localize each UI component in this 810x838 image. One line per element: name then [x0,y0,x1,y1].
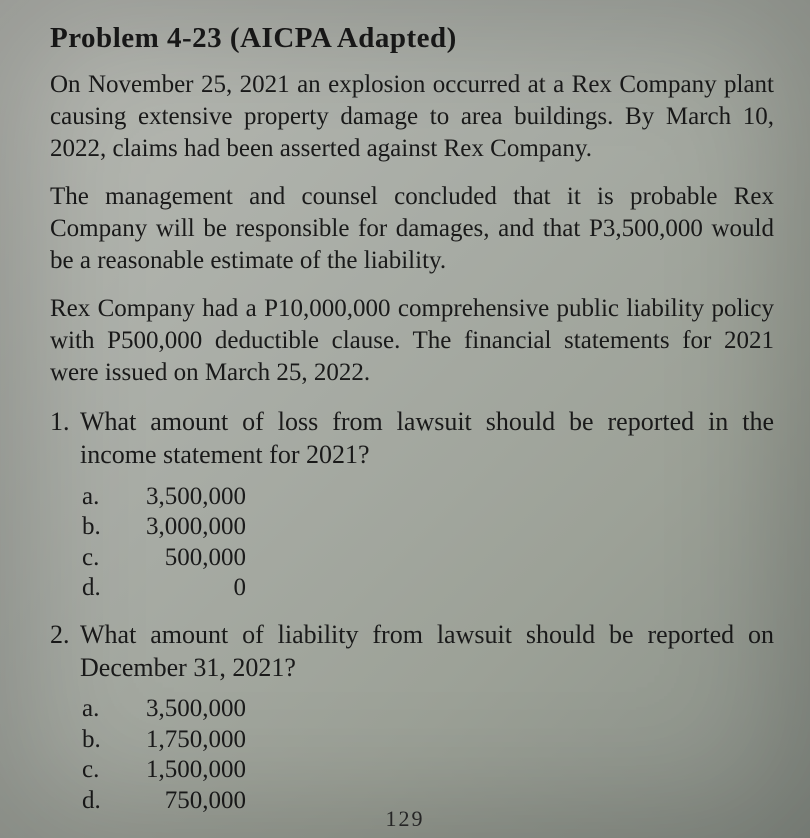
question: 2. What amount of liability from lawsuit… [50,618,774,817]
choice-letter: c. [82,755,116,786]
paragraph: The management and counsel concluded tha… [50,181,774,277]
question: 1. What amount of loss from lawsuit shou… [50,405,774,604]
choice-value: 0 [116,573,246,604]
choice-value: 3,500,000 [116,694,246,725]
question-number: 1. [50,405,80,472]
page-number: 129 [0,806,810,832]
choice-letter: a. [82,694,116,725]
choice-letter: b. [82,725,116,756]
choice: a. 3,500,000 [82,482,774,513]
choice-letter: a. [82,482,116,513]
choice-list: a. 3,500,000 b. 1,750,000 c. 1,500,000 d… [82,694,774,816]
choice-value: 3,500,000 [116,482,246,513]
choice-value: 1,750,000 [116,725,246,756]
page-content: Problem 4-23 (AICPA Adapted) On November… [0,0,810,838]
choice: d. 0 [82,573,774,604]
question-text: What amount of loss from lawsuit should … [80,405,774,472]
problem-title: Problem 4-23 (AICPA Adapted) [50,22,774,55]
choice-list: a. 3,500,000 b. 3,000,000 c. 500,000 d. … [82,482,774,604]
choice: b. 3,000,000 [82,512,774,543]
choice: a. 3,500,000 [82,694,774,725]
choice-value: 500,000 [116,543,246,574]
choice-letter: b. [82,512,116,543]
paragraph: Rex Company had a P10,000,000 comprehens… [50,293,774,389]
question-stem: 2. What amount of liability from lawsuit… [50,618,774,685]
choice: b. 1,750,000 [82,725,774,756]
choice-value: 1,500,000 [116,755,246,786]
question-number: 2. [50,618,80,685]
question-text: What amount of liability from lawsuit sh… [80,618,774,685]
choice-letter: d. [82,573,116,604]
choice-letter: c. [82,543,116,574]
choice: c. 1,500,000 [82,755,774,786]
choice-value: 3,000,000 [116,512,246,543]
choice: c. 500,000 [82,543,774,574]
paragraph: On November 25, 2021 an explosion occurr… [50,69,774,165]
questions-block: 1. What amount of loss from lawsuit shou… [50,405,774,816]
question-stem: 1. What amount of loss from lawsuit shou… [50,405,774,472]
